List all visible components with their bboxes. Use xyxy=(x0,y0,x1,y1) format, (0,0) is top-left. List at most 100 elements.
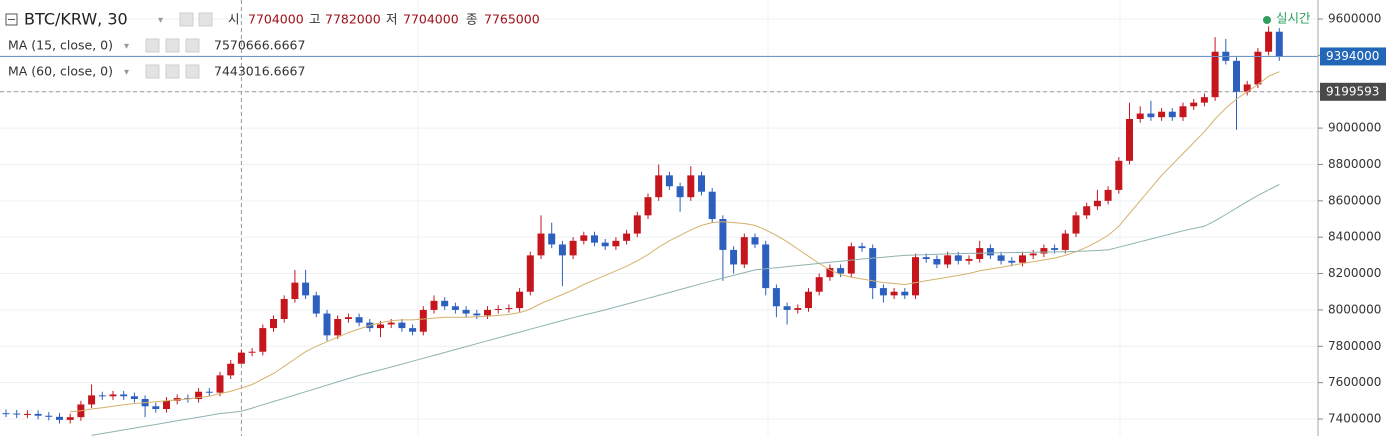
candle-body xyxy=(516,291,524,309)
icon[interactable] xyxy=(145,38,160,53)
candle-body xyxy=(730,249,738,265)
icon[interactable] xyxy=(165,64,180,79)
candle-body xyxy=(933,259,941,265)
y-tick-label: 8600000 xyxy=(1328,193,1381,207)
candle-body xyxy=(205,391,213,393)
ma-line xyxy=(91,184,1280,436)
candle-body xyxy=(1275,31,1283,57)
candle-body xyxy=(944,255,952,265)
dropdown[interactable]: ▾ xyxy=(124,67,129,78)
crosshair-box xyxy=(1320,82,1386,101)
icon[interactable] xyxy=(185,38,200,53)
candle-body xyxy=(334,319,342,336)
candle-body xyxy=(1136,113,1144,119)
candle-body xyxy=(473,313,481,316)
candle-body xyxy=(1190,102,1198,107)
candle-body xyxy=(451,306,459,310)
candle-body xyxy=(1029,253,1037,256)
candle-body xyxy=(377,324,384,329)
candle-body xyxy=(355,317,363,323)
candle-body xyxy=(387,322,395,325)
candle-body xyxy=(740,237,748,265)
candle-body xyxy=(569,240,577,256)
dropdown[interactable]: ▾ xyxy=(158,15,163,26)
candle-body xyxy=(869,248,877,289)
candle-body xyxy=(323,313,331,336)
candle-body xyxy=(922,257,930,259)
dropdown[interactable]: ▾ xyxy=(124,41,129,52)
candle-body xyxy=(2,413,10,415)
symbol: BTC/KRW, 30 xyxy=(24,10,128,29)
y-axis: 7400000 7600000 7800000 8000000 8200000 84000… xyxy=(1318,12,1386,426)
candle-body xyxy=(45,415,53,417)
candle-body xyxy=(997,255,1005,261)
candle-body xyxy=(719,219,727,250)
candle-body xyxy=(912,257,919,296)
candle-body xyxy=(623,233,631,241)
candle-body xyxy=(56,416,63,420)
ma-line xyxy=(70,71,1280,413)
icon[interactable] xyxy=(165,38,180,53)
legend-ma60: MA (60, close, 0) xyxy=(8,64,113,79)
candle-body xyxy=(698,175,705,192)
candle-body xyxy=(580,235,588,241)
candle-body xyxy=(462,309,470,314)
y-tick-label: 7600000 xyxy=(1328,375,1381,389)
candle-body xyxy=(890,291,898,296)
candle-body xyxy=(430,300,438,310)
ohlc-label: 고 xyxy=(309,12,321,27)
plot xyxy=(0,0,1318,436)
candle-body xyxy=(120,394,128,397)
candle-body xyxy=(1126,119,1133,161)
y-tick-label: 8400000 xyxy=(1328,230,1381,244)
candle-body xyxy=(762,244,770,289)
candle-body xyxy=(548,233,556,245)
icon[interactable] xyxy=(185,64,200,79)
candle-body xyxy=(591,235,598,243)
candle-body xyxy=(858,246,866,249)
candle-body xyxy=(66,417,74,420)
candle-body xyxy=(1233,60,1240,92)
collapse-icon[interactable] xyxy=(5,13,18,26)
last-price-box xyxy=(1320,47,1386,66)
candle-body xyxy=(130,396,138,399)
candle-body xyxy=(601,242,609,247)
candle-body xyxy=(280,299,288,319)
candle-body xyxy=(398,322,406,329)
candle-body xyxy=(419,309,427,332)
candle-body xyxy=(88,395,96,405)
ohlc-label: 시 xyxy=(228,12,240,27)
last-price-label: 9394000 xyxy=(1326,49,1379,63)
candle-body xyxy=(1008,260,1016,263)
candle-body xyxy=(1211,51,1219,98)
icon[interactable] xyxy=(145,64,160,79)
icon[interactable] xyxy=(179,12,194,27)
candle-body xyxy=(1061,233,1069,250)
y-tick-label: 7800000 xyxy=(1328,339,1381,353)
icon[interactable] xyxy=(198,12,213,27)
candle-body xyxy=(644,197,652,216)
candle-body xyxy=(302,282,310,296)
ohlc-value: 7782000 xyxy=(325,12,381,27)
candle-body xyxy=(441,300,449,307)
candle-body xyxy=(655,175,663,198)
candle-body xyxy=(152,406,160,409)
candle-body xyxy=(13,413,21,415)
candle-body xyxy=(227,363,235,376)
candle-body xyxy=(109,394,117,397)
candle-body xyxy=(708,191,716,219)
realtime-label[interactable]: 실시간 xyxy=(1276,11,1311,26)
candle-body xyxy=(1019,255,1026,263)
candle-body xyxy=(901,291,909,296)
candle-body xyxy=(537,233,545,256)
candle-body xyxy=(751,237,759,245)
legend-ma15: MA (15, close, 0) xyxy=(8,38,113,53)
candle-body xyxy=(344,317,352,319)
candle-body xyxy=(505,308,513,310)
y-tick-label: 8200000 xyxy=(1328,266,1381,280)
candle-body xyxy=(665,175,673,187)
candle-body xyxy=(1158,111,1166,118)
candle-body xyxy=(1168,111,1176,118)
ohlc-label: 저 xyxy=(386,12,398,27)
candle-body xyxy=(879,288,887,296)
